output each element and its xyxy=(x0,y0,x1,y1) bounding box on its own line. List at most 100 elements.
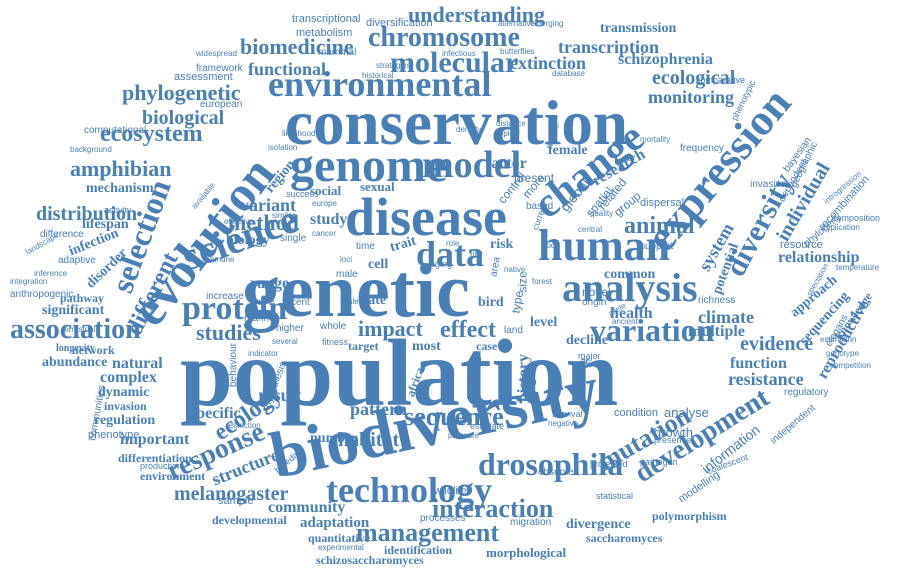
word: novel xyxy=(582,285,611,299)
word: scale xyxy=(340,297,359,306)
word: europe xyxy=(312,199,337,208)
word: divergence xyxy=(566,517,631,532)
word: pathogen xyxy=(640,457,678,467)
word: area xyxy=(488,256,503,278)
word: level xyxy=(530,315,558,330)
word: bird xyxy=(478,295,504,310)
word: relationship xyxy=(778,249,860,266)
word: historical xyxy=(362,71,394,80)
word: behaviour xyxy=(227,343,239,387)
word: database xyxy=(552,69,585,78)
word: size xyxy=(515,271,530,293)
word: habitat xyxy=(338,429,400,451)
word: growth xyxy=(654,425,694,440)
word: diversification xyxy=(366,17,433,29)
word: longevity xyxy=(56,343,95,354)
word: emerging xyxy=(530,19,564,28)
word: support xyxy=(640,241,674,252)
word: pattern xyxy=(350,399,407,419)
word: major xyxy=(578,351,601,361)
word: target xyxy=(348,339,379,353)
word: richness xyxy=(698,295,736,306)
word: present xyxy=(514,171,555,185)
word: function xyxy=(730,355,787,372)
word: experimental xyxy=(318,543,364,552)
word: distance xyxy=(496,119,526,128)
word: conservation xyxy=(285,88,628,158)
word: european xyxy=(200,99,243,110)
word: genotype xyxy=(826,349,859,358)
word: land xyxy=(504,325,523,336)
word: lifespan xyxy=(82,217,129,232)
word: independent xyxy=(768,402,818,447)
word: abundance xyxy=(42,355,108,370)
word: computational xyxy=(84,125,147,136)
word: schizosaccharomyces xyxy=(316,553,424,567)
word: native xyxy=(504,265,526,274)
word: mammal xyxy=(318,47,357,58)
word: comparative xyxy=(696,75,746,85)
word: study xyxy=(310,211,348,228)
word: tropical xyxy=(494,129,520,138)
word: method xyxy=(228,210,299,235)
word: adaptation xyxy=(300,515,370,531)
word: production xyxy=(140,461,183,471)
word: increase xyxy=(206,291,244,302)
word: frequency xyxy=(680,143,724,154)
word: butterflies xyxy=(500,47,535,56)
word: estimation xyxy=(820,335,857,344)
word: sequence xyxy=(404,402,504,431)
word: decline xyxy=(566,333,608,348)
word: polymorphism xyxy=(652,509,727,523)
word: transmission xyxy=(600,21,677,36)
word: social xyxy=(310,183,342,198)
word: phenotype xyxy=(88,429,140,441)
word: range xyxy=(250,275,290,292)
word: processes xyxy=(420,513,466,524)
word: observed xyxy=(538,467,580,478)
word: type xyxy=(508,289,527,315)
word: climate xyxy=(698,307,754,327)
word: variant xyxy=(240,195,296,215)
word: monitoring xyxy=(648,87,735,107)
word: origin xyxy=(582,297,607,308)
word: sexual xyxy=(360,179,395,194)
word: male xyxy=(336,269,358,280)
word: multiple xyxy=(688,323,745,340)
word: number xyxy=(310,431,358,446)
word: estimate xyxy=(470,421,505,431)
word: forest xyxy=(532,277,553,286)
word: future xyxy=(254,297,275,306)
word: recent xyxy=(282,297,310,308)
word: invasion xyxy=(104,399,147,413)
word: network xyxy=(72,343,115,357)
word: implication xyxy=(822,223,860,232)
word: composition xyxy=(832,213,881,223)
word: extinction xyxy=(510,53,586,73)
word: transcription xyxy=(558,37,659,57)
word: indicator xyxy=(248,349,279,358)
word: developmental xyxy=(212,513,287,527)
word: chromosome xyxy=(368,22,520,53)
word: morphological xyxy=(486,545,567,560)
word: female xyxy=(548,143,588,158)
word: survival xyxy=(552,409,583,419)
word: genetic xyxy=(242,249,470,333)
word: framework xyxy=(196,63,243,74)
word: strategies xyxy=(376,61,411,70)
word: mortality xyxy=(640,135,671,144)
word: analysis xyxy=(562,265,698,310)
word: body xyxy=(542,241,560,250)
word: alternative xyxy=(498,19,535,28)
word: resistance xyxy=(728,369,804,389)
word: drosophila xyxy=(478,446,624,482)
word: isolation xyxy=(268,143,298,152)
word: protected xyxy=(590,459,628,469)
word: quality xyxy=(590,209,614,218)
word: fitness xyxy=(322,337,349,347)
word: activity xyxy=(104,205,132,215)
word: inference xyxy=(34,269,67,278)
word: terrestrial xyxy=(62,325,96,334)
word: regulatory xyxy=(784,387,829,398)
word: amphibian xyxy=(70,156,172,181)
